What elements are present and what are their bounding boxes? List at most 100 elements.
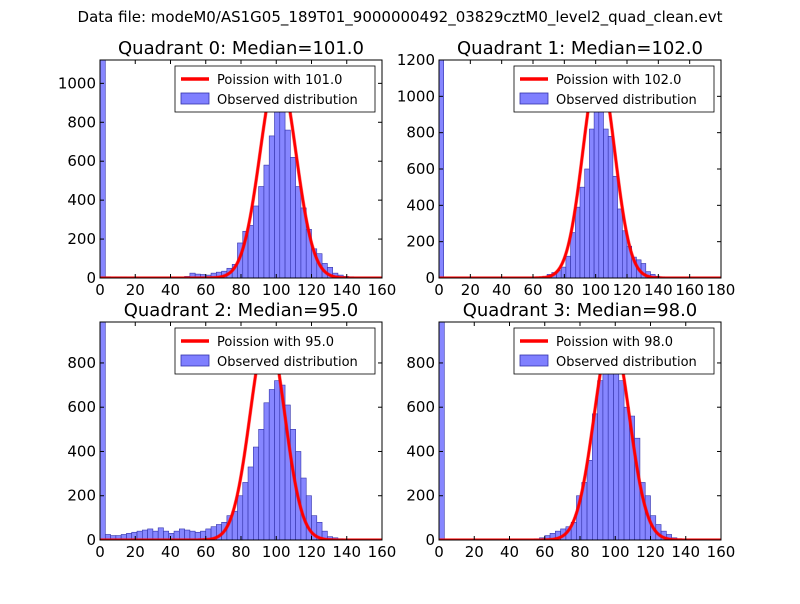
quadrant-0-ytick-label: 800 xyxy=(67,113,96,131)
quadrant-3-xtick-label: 100 xyxy=(601,543,630,561)
quadrant-0-bar xyxy=(248,225,253,278)
quadrant-1-xtick-label: 180 xyxy=(707,281,736,299)
quadrant-1-bar xyxy=(561,267,566,278)
quadrant-0-xtick-label: 160 xyxy=(368,281,397,299)
quadrant-0-bar xyxy=(285,130,290,278)
quadrant-1-bar xyxy=(604,129,609,278)
quadrant-0-xtick-label: 80 xyxy=(231,281,250,299)
quadrant-1-xtick-label: 100 xyxy=(581,281,610,299)
quadrant-0-ytick-label: 600 xyxy=(67,152,96,170)
quadrant-0-ytick-label: 200 xyxy=(67,230,96,248)
quadrant-3-bar xyxy=(619,381,624,540)
quadrant-2-bar xyxy=(264,403,269,540)
quadrant-1-bar xyxy=(613,176,618,278)
quadrant-1-ytick-label: 1000 xyxy=(397,87,435,105)
quadrant-1-xtick-label: 20 xyxy=(461,281,480,299)
quadrant-3-xtick-label: 60 xyxy=(535,543,554,561)
quadrant-2-xtick-label: 160 xyxy=(368,543,397,561)
quadrant-0-bar xyxy=(100,60,105,278)
quadrant-1-xtick-label: 40 xyxy=(492,281,511,299)
quadrant-3-xtick-label: 0 xyxy=(434,543,444,561)
quadrant-0-legend-observed-label: Observed distribution xyxy=(217,93,358,108)
quadrant-0-bar xyxy=(290,157,295,278)
quadrant-2-title: Quadrant 2: Median=95.0 xyxy=(124,300,359,321)
quadrant-2-bar xyxy=(237,496,242,540)
quadrant-2-xtick-label: 0 xyxy=(95,543,105,561)
quadrant-3-ytick-label: 600 xyxy=(406,398,435,416)
quadrant-3-bar xyxy=(613,347,618,540)
quadrant-3-legend-bar-swatch xyxy=(520,355,548,366)
quadrant-2-xtick-label: 20 xyxy=(126,543,145,561)
quadrant-0-xtick-label: 120 xyxy=(297,281,326,299)
quadrant-0-bar xyxy=(274,111,279,278)
quadrant-0-ytick-label: 400 xyxy=(67,191,96,209)
quadrant-3-bar xyxy=(587,460,592,540)
quadrant-1-legend-observed-label: Observed distribution xyxy=(556,93,697,108)
quadrant-0-xtick-label: 140 xyxy=(332,281,361,299)
quadrant-1-xtick-label: 120 xyxy=(613,281,642,299)
quadrant-0-bar xyxy=(296,187,301,278)
quadrant-0-bar xyxy=(253,206,258,278)
quadrant-0-legend-poisson-label: Poission with 101.0 xyxy=(217,73,342,88)
quadrant-0-bar xyxy=(264,165,269,278)
quadrant-3-xtick-label: 120 xyxy=(636,543,665,561)
quadrant-0-xtick-label: 20 xyxy=(126,281,145,299)
quadrant-1-xtick-label: 140 xyxy=(644,281,673,299)
quadrant-1-xtick-label: 160 xyxy=(675,281,704,299)
quadrant-3-title: Quadrant 3: Median=98.0 xyxy=(463,300,698,321)
quadrant-1-ytick-label: 200 xyxy=(406,233,435,251)
quadrant-3-xtick-label: 80 xyxy=(570,543,589,561)
figure-suptitle: Data file: modeM0/AS1G05_189T01_90000004… xyxy=(0,8,800,26)
quadrant-2-bar xyxy=(269,390,274,540)
quadrant-3-xtick-label: 160 xyxy=(707,543,736,561)
quadrant-2-bar xyxy=(158,528,163,540)
quadrant-2-ytick-label: 200 xyxy=(67,487,96,505)
quadrant-2-bar xyxy=(253,447,258,540)
quadrant-0-title: Quadrant 0: Median=101.0 xyxy=(118,38,364,59)
quadrant-0-xtick-label: 0 xyxy=(95,281,105,299)
quadrant-1-bar xyxy=(608,136,613,278)
quadrant-3-ytick-label: 0 xyxy=(425,531,435,549)
quadrant-3-legend-observed-label: Observed distribution xyxy=(556,355,697,370)
quadrant-1-bar xyxy=(599,91,604,278)
quadrant-2-xtick-label: 100 xyxy=(262,543,291,561)
quadrant-3-bar xyxy=(624,407,629,540)
quadrant-2-xtick-label: 80 xyxy=(231,543,250,561)
quadrant-1-legend-poisson-label: Poission with 102.0 xyxy=(556,73,681,88)
quadrant-1-title: Quadrant 1: Median=102.0 xyxy=(457,38,703,59)
quadrant-2-bar xyxy=(243,482,248,540)
quadrant-1-ytick-label: 600 xyxy=(406,160,435,178)
quadrant-3-xtick-label: 140 xyxy=(671,543,700,561)
quadrant-0-ytick-label: 0 xyxy=(86,269,96,287)
quadrant-1-ytick-label: 800 xyxy=(406,124,435,142)
quadrant-0-bar xyxy=(280,109,285,278)
quadrant-1-bar xyxy=(589,129,594,278)
quadrant-1-bar xyxy=(618,209,623,278)
quadrant-1-bar xyxy=(594,87,599,278)
quadrant-2-ytick-label: 400 xyxy=(67,442,96,460)
quadrant-2-bar xyxy=(248,467,253,540)
quadrant-3-ytick-label: 800 xyxy=(406,354,435,372)
quadrant-1-xtick-label: 60 xyxy=(523,281,542,299)
quadrant-2-bar xyxy=(274,381,279,540)
quadrant-1-bar xyxy=(580,187,585,278)
quadrant-3-bar xyxy=(439,322,444,540)
quadrant-1-xtick-label: 0 xyxy=(434,281,444,299)
quadrant-1-bar xyxy=(585,169,590,278)
quadrant-2-legend-poisson-label: Poission with 95.0 xyxy=(217,335,334,350)
quadrant-2-legend-observed-label: Observed distribution xyxy=(217,355,358,370)
quadrant-2-ytick-label: 600 xyxy=(67,398,96,416)
quadrant-3-xtick-label: 20 xyxy=(465,543,484,561)
quadrant-2-xtick-label: 40 xyxy=(161,543,180,561)
quadrant-0-xtick-label: 60 xyxy=(196,281,215,299)
quadrant-0-xtick-label: 100 xyxy=(262,281,291,299)
quadrant-3-xtick-label: 40 xyxy=(500,543,519,561)
quadrant-2-ytick-label: 0 xyxy=(86,531,96,549)
quadrant-2-legend-bar-swatch xyxy=(181,355,209,366)
quadrant-2-xtick-label: 140 xyxy=(332,543,361,561)
